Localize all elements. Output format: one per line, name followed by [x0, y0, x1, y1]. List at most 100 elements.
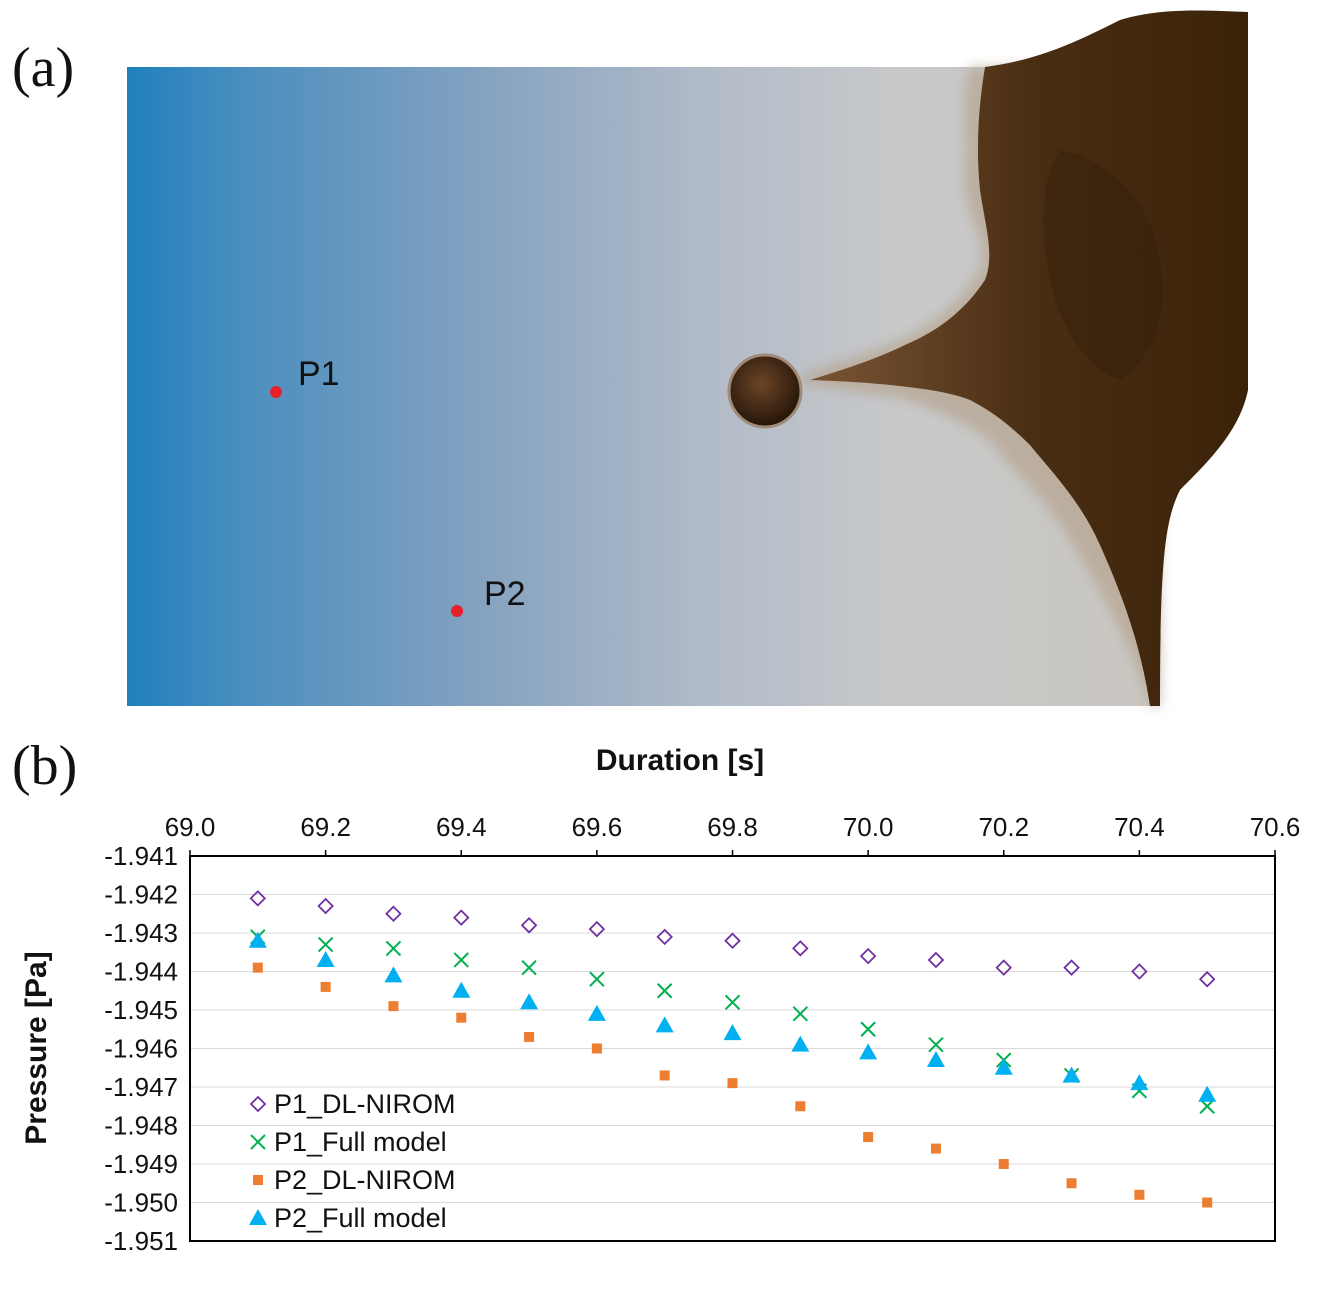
- point-p1-dl-nirom: [724, 932, 741, 949]
- x-tick-label: 69.4: [436, 812, 487, 842]
- point-p2-full-model: [587, 1004, 606, 1021]
- point-p2-full-model: [723, 1024, 742, 1041]
- legend-item: P1_DL-NIROM: [249, 1089, 456, 1119]
- legend-item: P1_Full model: [250, 1127, 447, 1157]
- point-p1-full-model-stroke: [589, 971, 605, 987]
- y-tick-label: -1.945: [104, 995, 178, 1025]
- point-p2-full-model: [859, 1043, 878, 1060]
- y-axis-title: Pressure [Pa]: [20, 951, 53, 1144]
- point-p1-dl-nirom: [1198, 970, 1216, 988]
- point-p2-full-model: [316, 950, 335, 967]
- point-p2-full-model: [384, 966, 403, 983]
- series-p2-full-model: [248, 931, 1217, 1102]
- point-p1-full-model: [589, 971, 605, 987]
- data-marks: [248, 890, 1217, 1208]
- panel-label-b: (b): [12, 735, 78, 797]
- probe-p2-label: P2: [484, 575, 526, 613]
- point-p1-dl-nirom: [249, 890, 267, 907]
- plot-area-frame: [189, 855, 1276, 1242]
- x-tick-label: 70.0: [843, 812, 894, 842]
- point-p1-full-model-stroke: [385, 940, 402, 957]
- x-tick-label: 69.0: [165, 812, 216, 842]
- point-p1-dl-nirom: [385, 905, 402, 923]
- legend-marker-p2-dl-nirom: [253, 1175, 263, 1185]
- point-p1-full-model: [385, 940, 402, 957]
- series-p2-dl-nirom: [252, 962, 1213, 1208]
- point-p2-dl-nirom: [456, 1012, 467, 1023]
- y-tick-label: -1.944: [104, 957, 178, 987]
- x-tick-label: 70.4: [1114, 812, 1165, 842]
- point-p2-dl-nirom: [388, 1001, 399, 1012]
- point-p1-full-model: [724, 994, 741, 1011]
- y-tick-label: -1.947: [104, 1072, 178, 1102]
- cylinder-obstacle: [727, 353, 803, 429]
- panel-label-a: (a): [12, 37, 75, 99]
- point-p1-dl-nirom: [1063, 959, 1080, 976]
- legend-label: P1_DL-NIROM: [274, 1089, 456, 1119]
- point-p1-dl-nirom: [520, 917, 538, 934]
- point-p2-dl-nirom: [659, 1070, 670, 1081]
- point-p2-dl-nirom: [863, 1132, 874, 1143]
- point-p2-full-model: [1062, 1066, 1081, 1083]
- point-p1-full-model-stroke: [724, 994, 741, 1011]
- point-p1-full-model: [656, 983, 673, 999]
- plume-shade: [1043, 150, 1163, 380]
- point-p2-full-model: [1130, 1074, 1149, 1091]
- point-p2-full-model: [791, 1035, 810, 1052]
- point-p2-dl-nirom: [1134, 1189, 1145, 1200]
- y-tick-label: -1.946: [104, 1034, 178, 1064]
- point-p1-dl-nirom: [859, 947, 877, 965]
- legend-item: P2_DL-NIROM: [253, 1165, 456, 1195]
- legend-label: P2_Full model: [274, 1203, 447, 1233]
- x-tick-labels: 69.0 69.2 69.4 69.6 69.8 70.0 70.2 70.4 70.6: [165, 812, 1301, 842]
- point-p2-full-model: [1198, 1085, 1217, 1102]
- legend-item: P2_Full model: [249, 1203, 447, 1233]
- simulation-field: P1 P2: [127, 10, 1248, 706]
- probe-p1-label: P1: [298, 355, 340, 393]
- point-p1-full-model-stroke: [521, 959, 537, 976]
- point-p1-dl-nirom: [1131, 963, 1148, 980]
- point-p1-full-model: [928, 1036, 944, 1053]
- point-p2-dl-nirom: [591, 1043, 602, 1054]
- point-p2-dl-nirom: [1202, 1197, 1213, 1208]
- legend: P1_DL-NIROM P1_Full model P2_DL-NIROM P2_Fu…: [249, 1089, 456, 1233]
- legend-marker-p1-full-model: [250, 1134, 266, 1150]
- x-tick-label: 69.8: [707, 812, 758, 842]
- y-tick-label: -1.942: [104, 880, 178, 910]
- probe-p2-dot: [451, 605, 463, 617]
- point-p2-full-model: [926, 1051, 945, 1068]
- point-p2-dl-nirom: [727, 1078, 738, 1089]
- legend-label: P1_Full model: [274, 1127, 447, 1157]
- point-p1-full-model-stroke: [860, 1021, 876, 1037]
- x-tick-label: 69.2: [300, 812, 351, 842]
- point-p2-full-model: [655, 1016, 674, 1033]
- x-axis-title: Duration [s]: [596, 744, 764, 777]
- legend-marker-p2-full-model: [249, 1209, 267, 1225]
- point-p1-full-model: [792, 1006, 809, 1022]
- x-tick-label: 70.2: [978, 812, 1029, 842]
- point-p1-dl-nirom: [927, 951, 945, 969]
- y-tick-labels: -1.941 -1.942 -1.943 -1.944 -1.945 -1.946 -1.9…: [104, 841, 178, 1256]
- point-p2-dl-nirom: [1066, 1178, 1077, 1189]
- point-p1-full-model-stroke: [928, 1036, 944, 1053]
- point-p1-dl-nirom: [792, 940, 809, 957]
- x-tick-label: 70.6: [1250, 812, 1301, 842]
- point-p1-dl-nirom: [452, 909, 470, 926]
- point-p1-full-model-stroke: [656, 983, 673, 999]
- legend-label: P2_DL-NIROM: [274, 1165, 456, 1195]
- plume: [810, 10, 1248, 706]
- y-tick-label: -1.941: [104, 841, 178, 871]
- point-p2-full-model: [452, 981, 471, 998]
- point-p2-full-model: [248, 931, 267, 948]
- point-p2-dl-nirom: [930, 1143, 941, 1154]
- point-p1-dl-nirom: [317, 897, 334, 915]
- y-tick-label: -1.943: [104, 918, 178, 948]
- point-p2-dl-nirom: [252, 962, 263, 973]
- point-p1-full-model: [860, 1021, 876, 1037]
- point-p1-full-model: [521, 959, 537, 976]
- point-p2-dl-nirom: [795, 1101, 806, 1112]
- probe-p1-dot: [270, 386, 282, 398]
- point-p1-dl-nirom: [656, 928, 673, 946]
- point-p1-full-model-stroke: [792, 1006, 809, 1022]
- point-p1-dl-nirom: [588, 920, 606, 938]
